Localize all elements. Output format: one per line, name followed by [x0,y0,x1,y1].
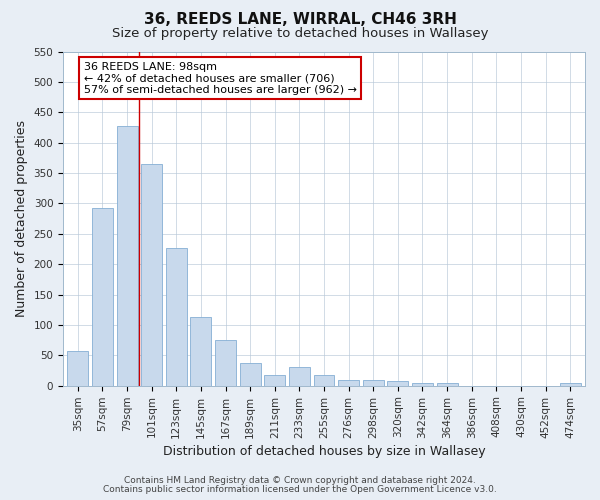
Text: Size of property relative to detached houses in Wallasey: Size of property relative to detached ho… [112,28,488,40]
Bar [560,382,581,386]
Bar [265,375,285,386]
Bar [190,317,211,386]
Bar [388,382,409,386]
Bar [215,340,236,386]
Bar [239,362,260,386]
Y-axis label: Number of detached properties: Number of detached properties [15,120,28,317]
Text: Contains HM Land Registry data © Crown copyright and database right 2024.: Contains HM Land Registry data © Crown c… [124,476,476,485]
Bar [166,248,187,386]
Bar [437,384,458,386]
Bar [92,208,113,386]
Bar [67,351,88,386]
X-axis label: Distribution of detached houses by size in Wallasey: Distribution of detached houses by size … [163,444,485,458]
Text: Contains public sector information licensed under the Open Government Licence v3: Contains public sector information licen… [103,485,497,494]
Text: 36, REEDS LANE, WIRRAL, CH46 3RH: 36, REEDS LANE, WIRRAL, CH46 3RH [143,12,457,28]
Bar [116,126,137,386]
Bar [412,382,433,386]
Bar [363,380,384,386]
Bar [314,375,334,386]
Bar [141,164,162,386]
Text: 36 REEDS LANE: 98sqm
← 42% of detached houses are smaller (706)
57% of semi-deta: 36 REEDS LANE: 98sqm ← 42% of detached h… [84,62,357,94]
Bar [289,368,310,386]
Bar [338,380,359,386]
